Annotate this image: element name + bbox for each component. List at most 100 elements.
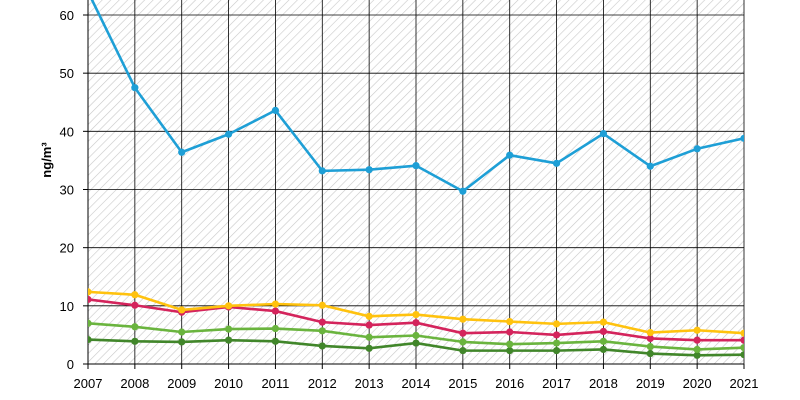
y-tick-label: 20	[60, 241, 74, 256]
data-point	[599, 130, 608, 138]
data-point	[693, 345, 701, 354]
data-point	[552, 331, 561, 339]
data-point	[318, 318, 326, 326]
data-point	[459, 347, 467, 355]
data-point	[599, 327, 608, 336]
data-point	[506, 340, 514, 348]
data-point	[740, 336, 744, 344]
data-point	[646, 334, 654, 343]
series-4	[88, 319, 744, 354]
data-point	[88, 288, 92, 296]
data-point	[365, 312, 373, 320]
data-point	[365, 321, 373, 329]
data-point	[224, 302, 233, 310]
data-point	[646, 328, 654, 337]
data-point	[552, 339, 561, 347]
data-point	[506, 328, 514, 336]
data-point	[318, 342, 326, 350]
data-point	[271, 307, 280, 315]
data-point	[224, 336, 233, 344]
data-point	[412, 319, 420, 327]
data-point	[318, 167, 326, 175]
data-point	[178, 148, 186, 156]
y-axis-label: ng/m³	[39, 142, 54, 178]
data-point	[318, 301, 326, 309]
data-point	[552, 159, 561, 167]
data-point	[88, 295, 92, 304]
data-point	[740, 344, 744, 352]
data-point	[88, 335, 92, 344]
data-point	[740, 329, 744, 337]
x-tick-label: 2007	[74, 376, 103, 391]
data-point	[459, 187, 467, 195]
data-point	[599, 345, 608, 354]
x-tick-label: 2011	[261, 376, 289, 391]
data-point	[131, 291, 139, 299]
data-point	[646, 342, 654, 351]
data-point	[506, 151, 514, 159]
data-point	[599, 318, 608, 326]
x-tick-label: 2010	[214, 376, 243, 391]
x-tick-label: 2008	[120, 376, 149, 391]
data-point	[693, 145, 701, 153]
x-axis: 2007 2008 2009 2010 2011 2012 2013 2014 2015 2016…	[74, 363, 759, 391]
x-tick-label: 2016	[495, 376, 524, 391]
data-point	[178, 306, 186, 314]
data-point	[88, 319, 92, 327]
data-point	[271, 300, 280, 308]
series-5	[88, 335, 744, 359]
data-point	[131, 323, 139, 331]
y-tick-label: 40	[60, 124, 74, 139]
data-point	[646, 349, 654, 358]
data-point	[740, 351, 744, 359]
y-tick-label: 10	[60, 299, 74, 314]
series-group	[88, 0, 744, 359]
data-point	[552, 320, 561, 328]
y-tick-label: 50	[60, 66, 74, 81]
data-point	[412, 331, 420, 340]
x-tick-label: 2017	[542, 376, 571, 391]
x-tick-label: 2014	[402, 376, 431, 391]
data-point	[599, 337, 608, 345]
data-point	[459, 338, 467, 346]
series-1	[90, 0, 744, 195]
data-point	[459, 315, 467, 323]
data-point	[693, 326, 701, 334]
y-tick-label: 0	[67, 357, 74, 372]
data-point	[224, 325, 233, 333]
data-point	[646, 162, 654, 170]
data-point	[506, 317, 514, 326]
x-tick-label: 2018	[589, 376, 618, 391]
data-point	[178, 338, 186, 346]
x-tick-label: 2021	[730, 376, 759, 391]
x-tick-label: 2012	[308, 376, 337, 391]
data-point	[271, 337, 280, 345]
x-tick-label: 2013	[355, 376, 384, 391]
data-point	[271, 106, 280, 114]
series-3	[88, 295, 744, 344]
data-point	[552, 347, 561, 355]
x-tick-label: 2020	[683, 376, 712, 391]
data-point	[459, 329, 467, 337]
data-point	[740, 134, 744, 142]
data-point	[365, 333, 373, 341]
y-tick-label: 30	[60, 183, 74, 198]
y-axis: 0 10 20 30 40 50 60	[60, 0, 89, 372]
data-point	[693, 351, 701, 359]
series-2	[88, 288, 744, 337]
data-point	[693, 336, 701, 344]
data-point	[271, 324, 280, 333]
data-point	[178, 328, 186, 336]
data-point	[224, 130, 233, 138]
x-tick-label: 2015	[448, 376, 477, 391]
x-tick-label: 2009	[167, 376, 196, 391]
data-point	[412, 162, 420, 170]
data-point	[365, 166, 373, 174]
data-point	[131, 301, 139, 309]
x-tick-label: 2019	[636, 376, 665, 391]
data-point	[506, 347, 514, 355]
data-point	[131, 84, 139, 92]
data-point	[365, 344, 373, 352]
data-point	[131, 337, 139, 345]
